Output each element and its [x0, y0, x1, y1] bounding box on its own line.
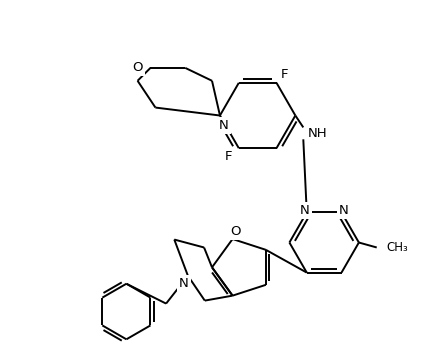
- Text: NH: NH: [307, 127, 327, 140]
- Text: N: N: [179, 277, 189, 290]
- Text: O: O: [132, 62, 142, 74]
- Text: N: N: [300, 204, 310, 217]
- Text: O: O: [230, 224, 241, 237]
- Text: N: N: [219, 119, 229, 132]
- Text: N: N: [339, 204, 348, 217]
- Text: F: F: [280, 68, 288, 81]
- Text: CH₃: CH₃: [387, 241, 408, 254]
- Text: F: F: [225, 150, 232, 163]
